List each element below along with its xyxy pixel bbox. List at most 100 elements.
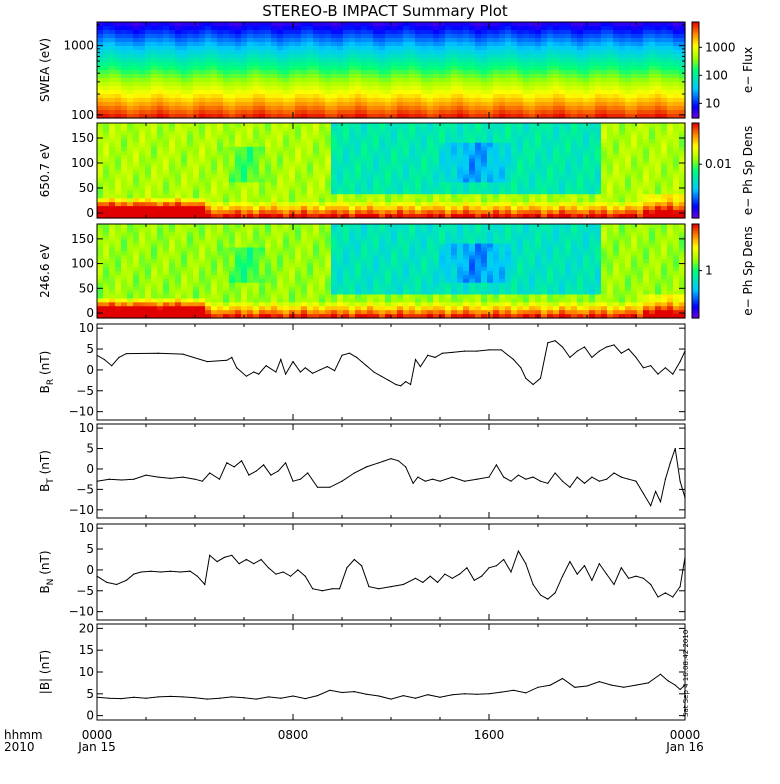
data-point — [452, 477, 453, 478]
data-point — [488, 693, 489, 694]
data-point — [525, 378, 526, 379]
data-point — [202, 481, 203, 482]
data-point — [305, 367, 306, 368]
data-point — [442, 353, 443, 354]
data-point — [464, 693, 465, 694]
y-tick-label: 5 — [86, 342, 94, 356]
data-point — [390, 458, 391, 459]
data-point — [234, 466, 235, 467]
data-point — [285, 374, 286, 375]
data-point — [650, 505, 651, 506]
data-point — [209, 555, 210, 556]
data-point — [577, 351, 578, 352]
data-point — [547, 342, 548, 343]
data-point — [300, 479, 301, 480]
data-point — [660, 674, 661, 675]
data-point — [307, 472, 308, 473]
data-point — [405, 381, 406, 382]
data-point — [452, 352, 453, 353]
data-point — [680, 689, 681, 690]
data-point — [241, 460, 242, 461]
y-tick-label: 10 — [79, 421, 94, 435]
data-point — [611, 685, 612, 686]
data-point — [217, 561, 218, 562]
data-point — [562, 678, 563, 679]
data-point — [366, 466, 367, 467]
data-point — [613, 472, 614, 473]
data-point — [562, 346, 563, 347]
data-point — [403, 695, 404, 696]
data-point — [591, 580, 592, 581]
y-axis-label: |B| (nT) — [38, 650, 52, 694]
data-point — [182, 696, 183, 697]
data-point — [670, 462, 671, 463]
data-point — [439, 481, 440, 482]
data-point — [464, 351, 465, 352]
y-axis-label: 650.7 eV — [38, 143, 52, 198]
data-point — [381, 376, 382, 377]
data-point — [555, 592, 556, 593]
data-point — [628, 578, 629, 579]
data-point — [405, 466, 406, 467]
data-point — [584, 346, 585, 347]
data-point — [503, 559, 504, 560]
data-point — [464, 481, 465, 482]
data-point — [621, 477, 622, 478]
data-point — [300, 371, 301, 372]
data-point — [432, 479, 433, 480]
data-point — [459, 574, 460, 575]
data-point — [643, 493, 644, 494]
plot-title: STEREO-B IMPACT Summary Plot — [262, 2, 508, 20]
data-point — [555, 340, 556, 341]
data-point — [606, 479, 607, 480]
y-tick-label: −10 — [69, 503, 94, 517]
data-point — [520, 367, 521, 368]
data-point — [356, 357, 357, 358]
data-point — [133, 697, 134, 698]
data-point — [613, 584, 614, 585]
data-point — [496, 464, 497, 465]
y-axis-label: BR (nT) — [38, 351, 56, 394]
data-point — [628, 479, 629, 480]
data-point — [427, 694, 428, 695]
data-point — [256, 470, 257, 471]
data-point — [650, 365, 651, 366]
data-point — [621, 353, 622, 354]
data-point — [253, 371, 254, 372]
data-point — [672, 374, 673, 375]
data-point — [106, 582, 107, 583]
data-point — [635, 685, 636, 686]
data-point — [207, 699, 208, 700]
data-point — [194, 479, 195, 480]
data-point — [253, 563, 254, 564]
data-point — [540, 594, 541, 595]
data-point — [680, 361, 681, 362]
data-point — [417, 477, 418, 478]
data-point — [660, 501, 661, 502]
data-point — [537, 687, 538, 688]
y-tick-label: 10 — [79, 521, 94, 535]
y-tick-label: 150 — [71, 232, 94, 246]
colorbar-tick-label: 1000 — [705, 40, 736, 54]
data-point — [400, 385, 401, 386]
data-point — [368, 586, 369, 587]
data-point — [207, 361, 208, 362]
data-point — [268, 567, 269, 568]
y-tick-label: −10 — [69, 605, 94, 619]
y-tick-label: 20 — [79, 621, 94, 635]
data-point — [354, 472, 355, 473]
data-point — [219, 698, 220, 699]
data-point — [488, 567, 489, 568]
data-point — [236, 367, 237, 368]
data-point — [170, 696, 171, 697]
data-point — [354, 691, 355, 692]
data-point — [410, 384, 411, 385]
data-point — [577, 477, 578, 478]
data-point — [675, 685, 676, 686]
y-axis-label: SWEA (eV) — [38, 38, 52, 102]
